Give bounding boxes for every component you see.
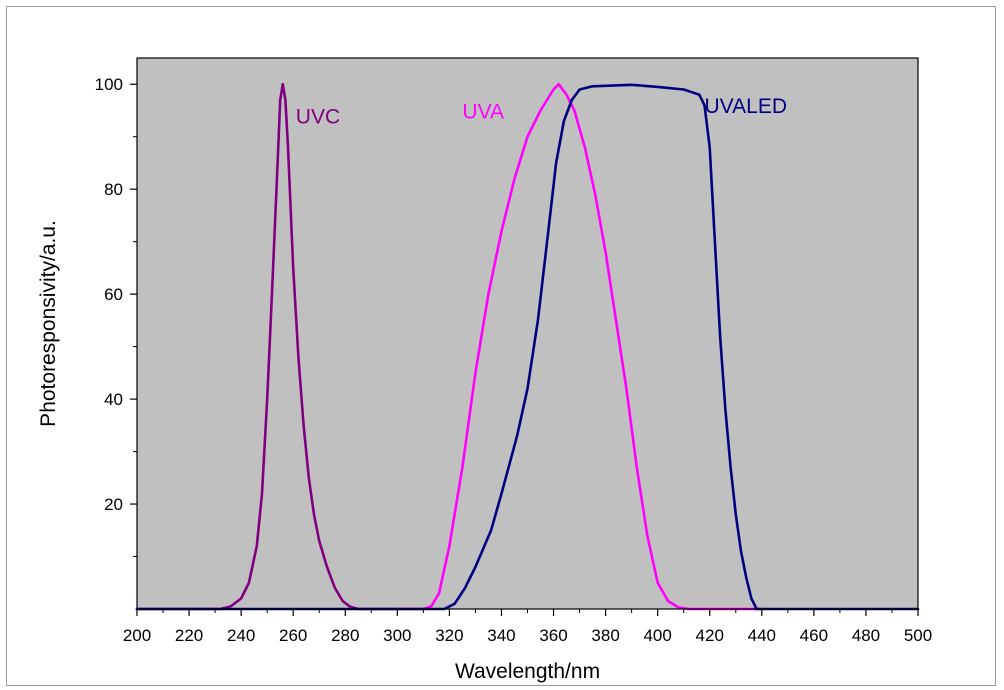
plot-area bbox=[137, 58, 918, 609]
series-line-uva bbox=[396, 82, 764, 611]
x-tick-label: 420 bbox=[696, 626, 724, 645]
x-tick-label: 200 bbox=[123, 626, 151, 645]
series-label-uvc: UVC bbox=[296, 106, 340, 129]
y-axis-label: Photoresponsivity/a.u. bbox=[37, 220, 60, 427]
series-label-uvaled: UVALED bbox=[705, 95, 787, 118]
x-tick-label: 320 bbox=[435, 626, 463, 645]
x-tick-label: 300 bbox=[383, 626, 411, 645]
y-tick-label: 100 bbox=[95, 75, 123, 94]
x-tick-label: 440 bbox=[748, 626, 776, 645]
y-tick-label: 60 bbox=[104, 285, 123, 304]
y-tick-label: 20 bbox=[104, 495, 123, 514]
x-tick-label: 340 bbox=[487, 626, 515, 645]
x-tick-label: 460 bbox=[800, 626, 828, 645]
y-tick-label: 80 bbox=[104, 180, 123, 199]
x-tick-label: 400 bbox=[643, 626, 671, 645]
x-tick-label: 360 bbox=[539, 626, 567, 645]
series-labels: UVC UVA UVALED bbox=[296, 95, 787, 128]
series-label-uva: UVA bbox=[462, 100, 504, 123]
series-layer bbox=[135, 82, 920, 611]
series-line-uvc bbox=[135, 82, 399, 611]
x-tick-label: 280 bbox=[331, 626, 359, 645]
axis-layer: 200 220 240 260 280 300 320 340 360 380 400 420 440 4… bbox=[95, 75, 933, 645]
x-tick-label: 500 bbox=[904, 626, 932, 645]
x-tick-label: 240 bbox=[227, 626, 255, 645]
x-tick-label: 480 bbox=[852, 626, 880, 645]
x-tick-label: 380 bbox=[591, 626, 619, 645]
x-tick-label: 220 bbox=[175, 626, 203, 645]
x-axis-label: Wavelength/nm bbox=[455, 660, 600, 683]
x-tick-label: 260 bbox=[279, 626, 307, 645]
y-tick-label: 40 bbox=[104, 390, 123, 409]
series-line-uvaled bbox=[135, 83, 920, 611]
